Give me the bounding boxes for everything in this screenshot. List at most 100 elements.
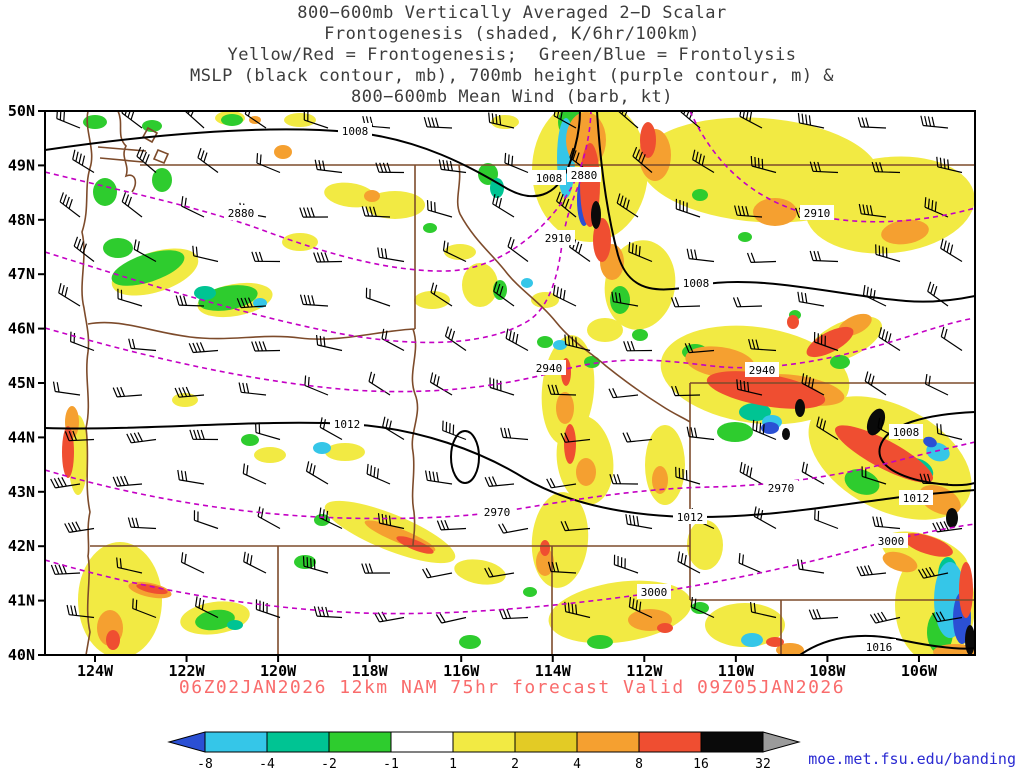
x-axis-label: 120W [260,662,297,680]
plot-title-block: 800−600mb Vertically Averaged 2−D Scalar… [0,3,1024,108]
mt-id-border [456,164,691,423]
mslp-closed-contour [450,430,480,484]
wind-barb [192,245,219,263]
height-contour [45,441,975,520]
wind-barb [622,432,653,443]
wind-barb [856,565,887,577]
svg-text:1008: 1008 [893,426,920,439]
colorbar-segment [204,731,268,753]
shading-blob [738,232,752,242]
contour-label: 2910 [800,205,834,220]
height-contour [45,111,592,272]
svg-text:2880: 2880 [228,207,255,220]
wind-barb [429,372,453,396]
colorbar-segment [638,731,702,753]
shading-blob [531,492,589,588]
colorbar-level-label: -8 [197,757,213,768]
shading-blob [553,340,567,350]
colorbar-level-label: 4 [573,757,581,768]
frontogenesis-shading [62,111,975,655]
contour-label: 2970 [764,480,798,495]
mslp-contour [799,634,975,655]
wind-barb [236,297,267,309]
wind-barb [361,206,391,218]
wind-barb [66,604,95,619]
wind-barb [797,291,825,307]
wind-barb [251,341,281,352]
shading-blob [444,244,476,260]
contour-labels: 1008 1008 1008 1008 1012 1012 1012 1016 2880 2880… [224,123,933,654]
shading-blob [830,355,850,369]
wind-barb [442,420,467,441]
shading-blob [593,218,611,262]
colorbar-over-arrow [762,731,801,753]
colorbar-segment [328,731,392,753]
shading-blob [687,520,723,570]
wind-barb [438,159,467,174]
wind-barb [613,554,639,574]
shading-blob [540,540,550,556]
x-axis-label: 106W [901,662,938,680]
shading-blob [521,278,533,288]
contour-label: 1008 [532,170,566,185]
wind-barb [488,112,515,129]
wind-barb [750,602,777,619]
wind-barb [132,598,157,619]
svg-text:1012: 1012 [677,511,704,524]
shading-blob [253,298,267,308]
contour-label: 3000 [874,533,908,548]
wind-barb [498,523,529,534]
wind-barb [442,240,467,263]
colorbar: -8 -4 -2 -1 1 2 4 8 16 32 [167,731,801,768]
colorbar-level-label: 8 [635,757,643,768]
wind-barb [616,193,639,218]
shading-blob [834,425,934,483]
y-axis-label: 44N [8,428,35,446]
shading-blob [136,583,168,595]
svg-text:2970: 2970 [484,506,511,519]
contour-label: 2910 [541,230,575,245]
y-axis-label: 46N [8,320,35,338]
credit-link[interactable]: moe.met.fsu.edu/banding [808,750,1016,768]
shading-blob [459,635,481,649]
y-axis-label: 42N [8,537,35,555]
wind-barb [313,606,343,619]
wind-barb [924,374,949,396]
wind-barb [197,148,219,173]
wind-barb [797,112,825,129]
wind-barb [507,236,529,262]
wind-barb [73,236,95,262]
wind-barb [809,161,839,174]
shading-blob [959,562,973,618]
wind-barb [117,288,143,307]
wind-barb [242,463,267,485]
x-axis-label: 108W [809,662,846,680]
y-axis-label: 40N [8,646,35,664]
shading-blob [423,223,437,233]
wind-barb [816,416,839,441]
wind-barb [318,507,343,530]
colorbar-segment [576,731,640,753]
contour-label: 1008 [679,275,713,290]
colorbar-level-label: 32 [755,757,771,768]
wind-barb [858,203,887,218]
wind-barb [671,385,701,397]
wind-barb [878,327,901,352]
shading-blob [882,551,918,573]
wind-barb [753,506,777,530]
or-id-border [411,328,419,547]
wind-barb [738,553,763,574]
wind-barb [864,371,887,396]
shading-blob [795,399,805,417]
wind-barb [808,608,839,620]
shading-blob [587,318,623,342]
y-axis-label: 41N [8,592,35,610]
wind-barb [920,115,949,129]
wind-barb [628,596,653,619]
wind-barb [64,430,95,442]
x-axis-label: 116W [443,662,480,680]
wind-barb [628,241,653,263]
plot-title-line-3: Yellow/Red = Frontogenesis; Green/Blue =… [227,45,797,65]
wind-barb [552,285,577,307]
contour-label: 1016 [862,639,896,654]
